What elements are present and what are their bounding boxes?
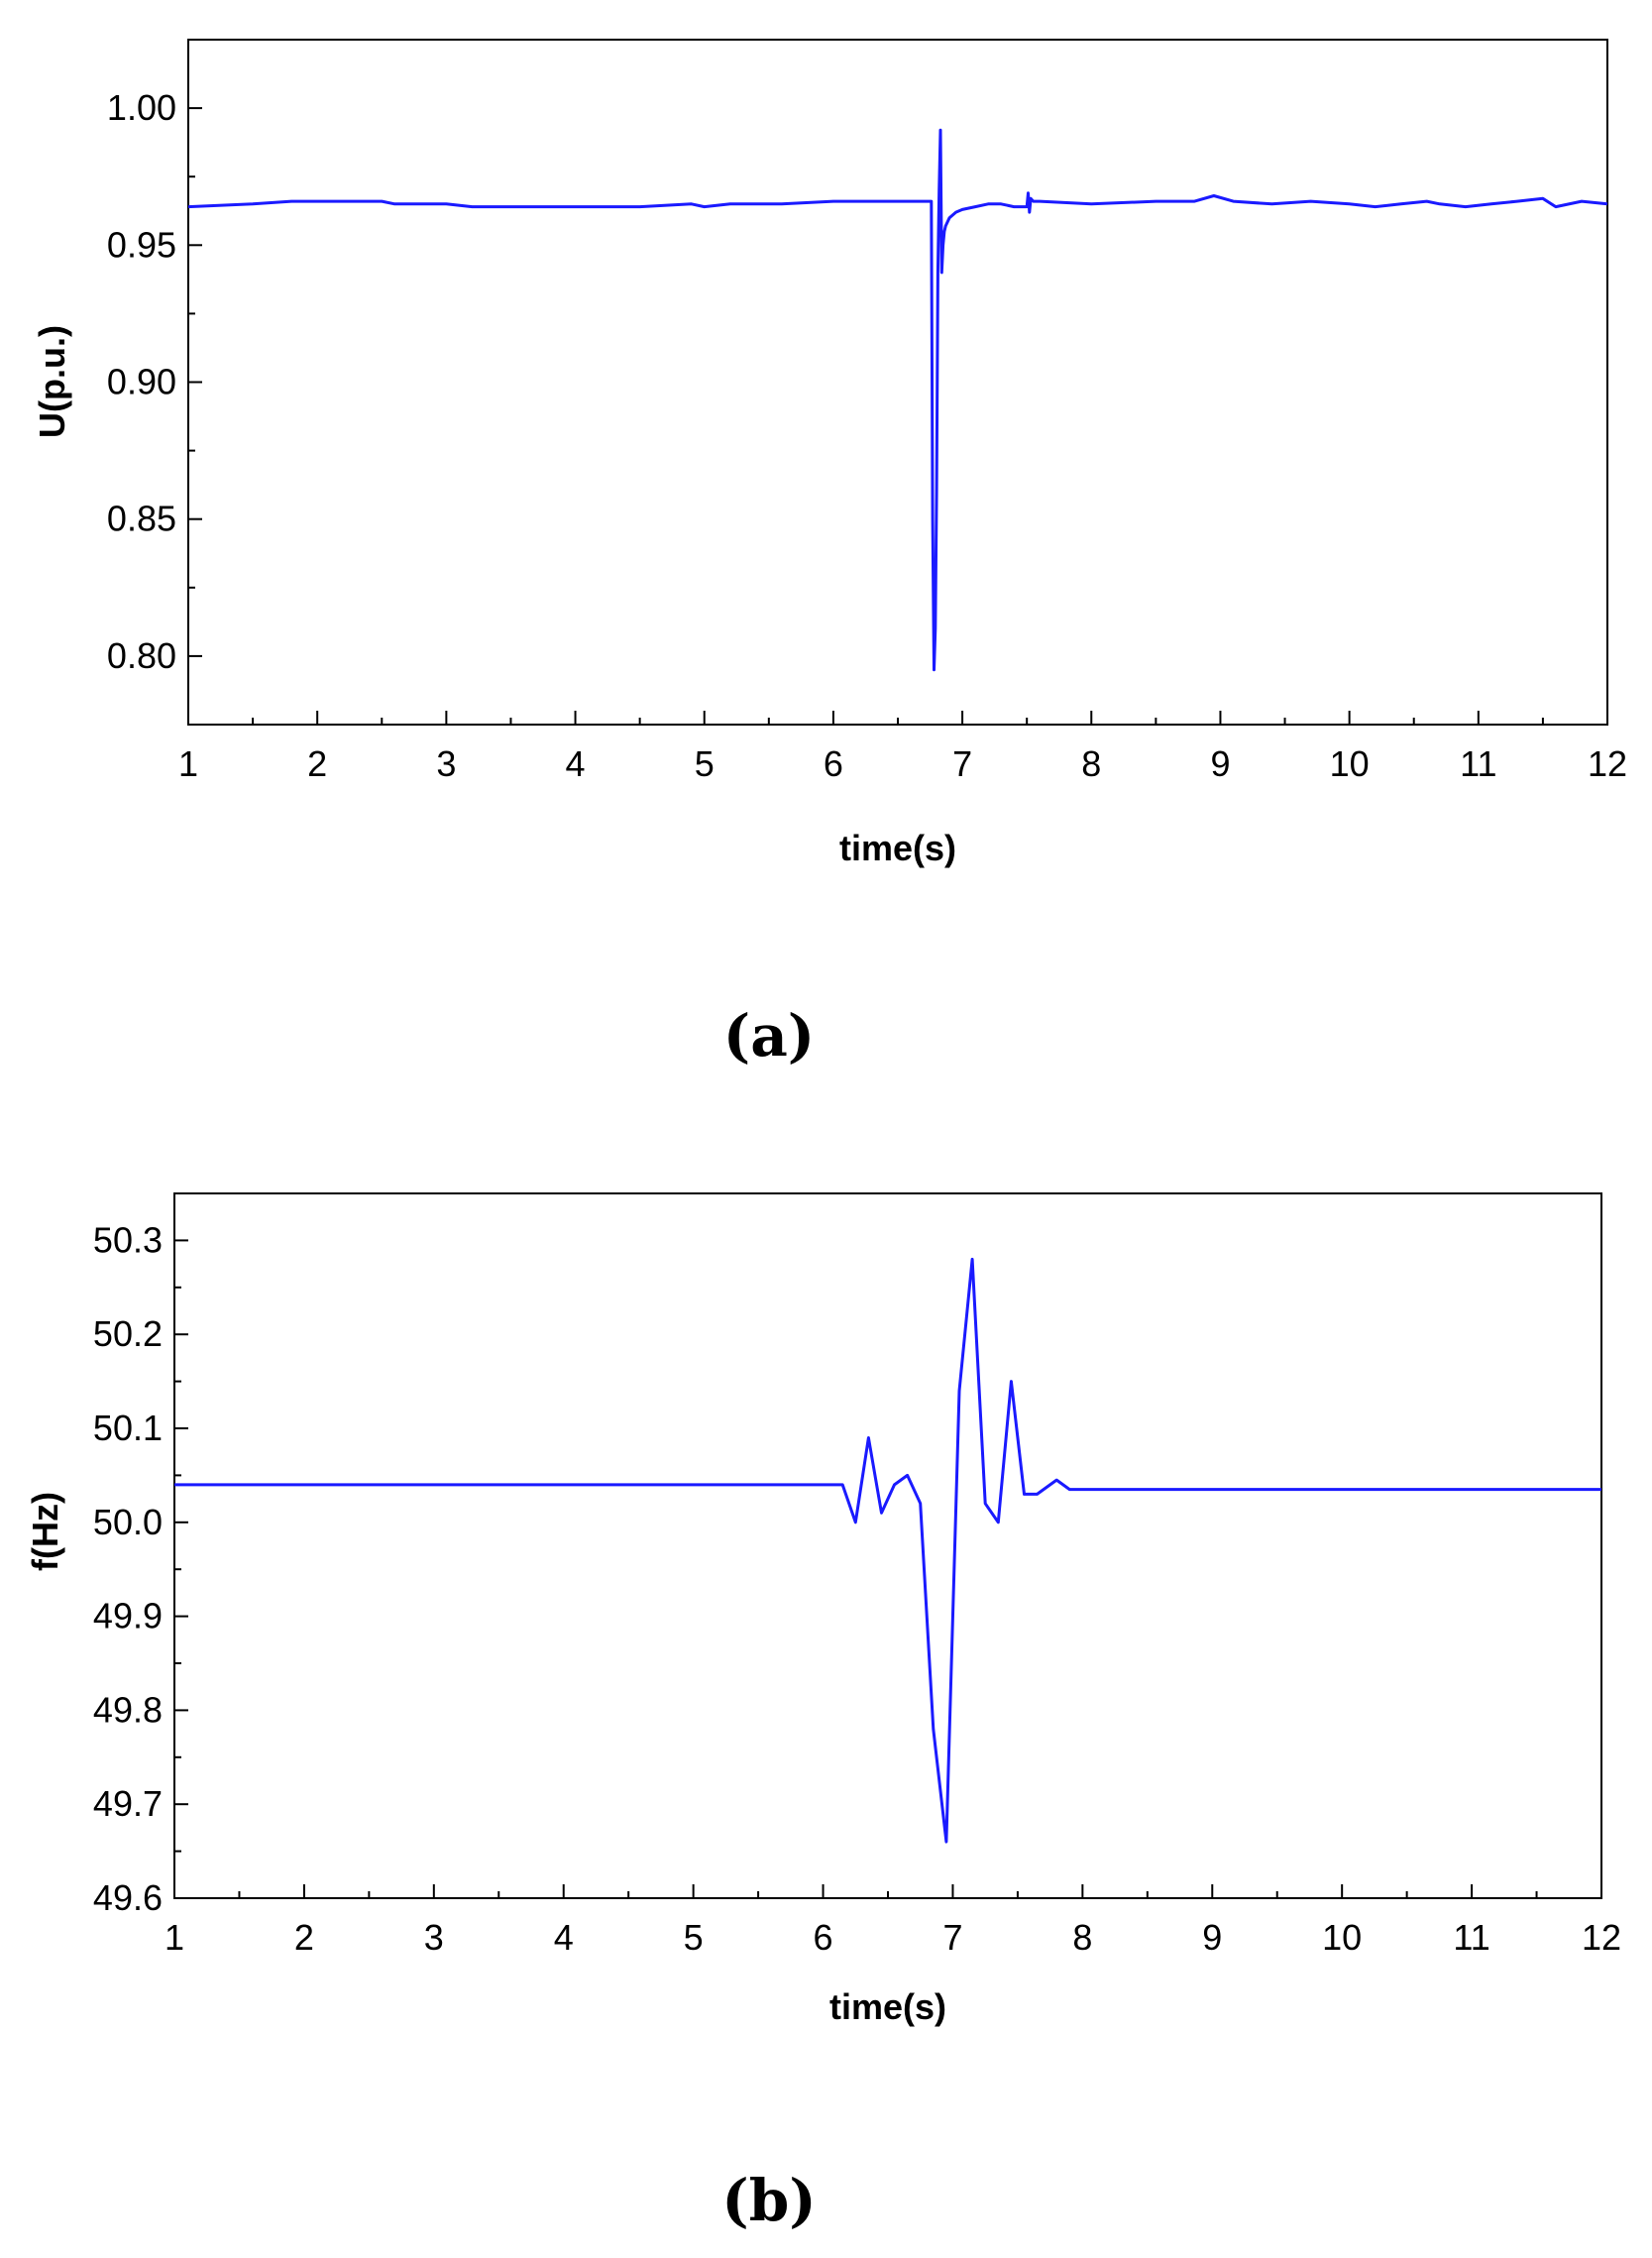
x-tick-label: 3 <box>424 1917 444 1958</box>
voltage-chart: 0.800.850.900.951.00 1 2 3 4 5 6 7 8 9 10 11 12 U(p… <box>32 39 1627 1070</box>
x-tick-label: 1 <box>178 743 198 784</box>
x-tick-label: 12 <box>1588 743 1627 784</box>
panel-label: (a) <box>723 1002 815 1070</box>
x-axis-title: time(s) <box>829 1986 946 2027</box>
x-tick-label: 8 <box>1072 1917 1092 1958</box>
y-tick-label: 0.95 <box>107 224 176 265</box>
series-line <box>187 128 1608 672</box>
x-axis-ticks: 1 2 3 4 5 6 7 8 9 10 11 12 <box>165 1884 1621 1958</box>
panel-label: (b) <box>721 2167 816 2234</box>
x-tick-label: 7 <box>942 1917 962 1958</box>
x-tick-label: 5 <box>684 1917 704 1958</box>
x-tick-label: 9 <box>1202 1917 1222 1958</box>
x-tick-label: 6 <box>814 1917 833 1958</box>
series-line <box>174 1257 1601 1844</box>
series-layer <box>174 1257 1601 1844</box>
y-tick-label: 49.8 <box>93 1689 163 1730</box>
x-axis-title: time(s) <box>839 828 956 868</box>
y-axis-title: f(Hz) <box>25 1492 65 1571</box>
y-tick-label: 50.1 <box>93 1408 163 1448</box>
x-tick-label: 2 <box>307 743 327 784</box>
x-tick-label: 1 <box>165 1917 184 1958</box>
x-tick-label: 4 <box>554 1917 574 1958</box>
plot-frame <box>173 1192 1602 1899</box>
x-tick-label: 9 <box>1210 743 1230 784</box>
x-tick-label: 12 <box>1582 1917 1621 1958</box>
x-tick-label: 7 <box>952 743 972 784</box>
x-tick-label: 8 <box>1081 743 1101 784</box>
x-tick-label: 4 <box>566 743 586 784</box>
x-tick-label: 3 <box>436 743 456 784</box>
y-tick-label: 49.6 <box>93 1877 163 1918</box>
y-axis-title: U(p.u.) <box>32 325 72 438</box>
y-axis-ticks: 49.6 49.7 49.8 49.9 50.0 50.1 50.2 50.3 <box>93 1219 188 1918</box>
y-axis-ticks: 0.80 0.85 0.90 0.95 1.00 <box>107 87 202 676</box>
y-tick-label: 50.3 <box>93 1219 163 1260</box>
x-tick-label: 11 <box>1453 1917 1489 1958</box>
x-axis-ticks: 1 2 3 4 5 6 7 8 9 10 11 12 <box>178 711 1627 784</box>
y-tick-label: 0.90 <box>107 362 176 402</box>
y-tick-label: 0.85 <box>107 499 176 539</box>
y-tick-label: 1.00 <box>107 87 176 128</box>
x-tick-label: 5 <box>695 743 715 784</box>
x-tick-label: 2 <box>294 1917 314 1958</box>
x-tick-label: 6 <box>824 743 843 784</box>
y-tick-label: 50.2 <box>93 1313 163 1354</box>
y-tick-label: 0.80 <box>107 635 176 676</box>
y-tick-label: 50.0 <box>93 1502 163 1542</box>
y-tick-label: 49.7 <box>93 1783 163 1824</box>
x-tick-label: 11 <box>1460 743 1496 784</box>
y-tick-label: 49.9 <box>93 1596 163 1637</box>
series-layer <box>187 128 1608 672</box>
x-tick-label: 10 <box>1322 1917 1362 1958</box>
plot-frame <box>187 39 1608 726</box>
x-tick-label: 10 <box>1330 743 1370 784</box>
